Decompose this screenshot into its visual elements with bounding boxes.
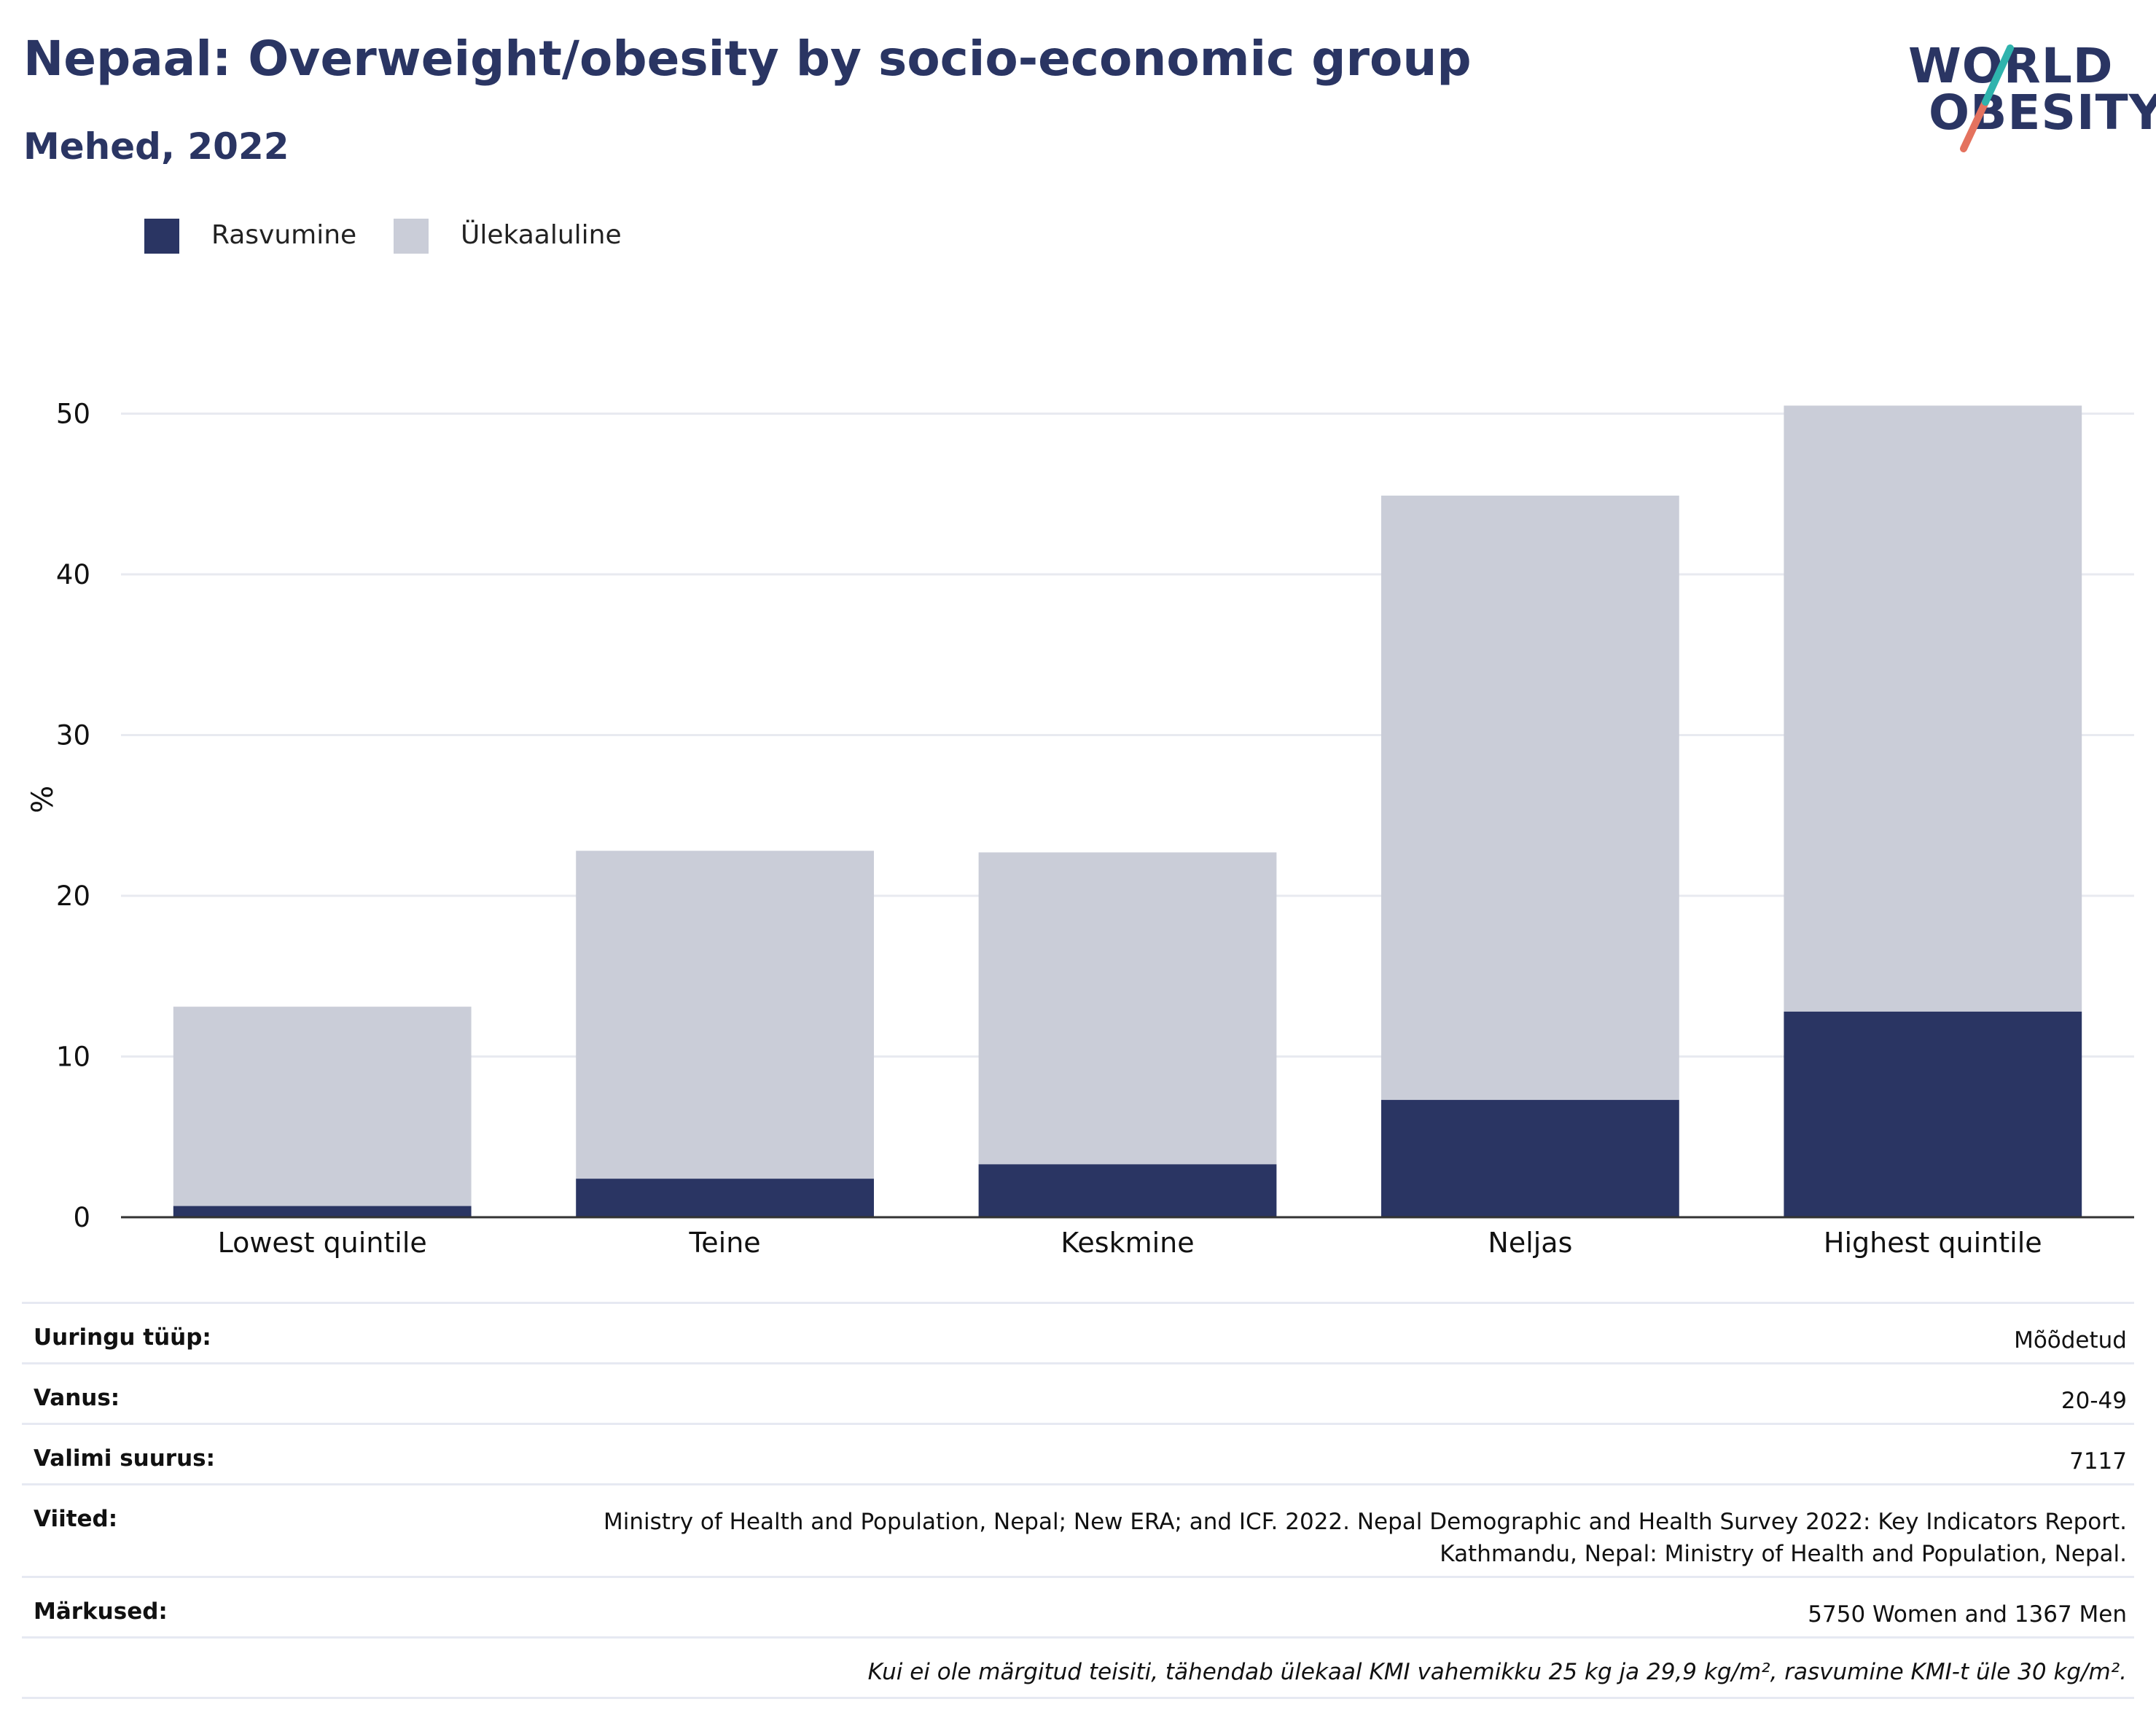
logo-slash-icon <box>1960 44 2014 152</box>
meta-value: Ministry of Health and Population, Nepal… <box>604 1506 2127 1570</box>
bar-rasvumine <box>1784 1011 2082 1217</box>
meta-label: Vanus: <box>34 1385 120 1411</box>
x-tick-label: Keskmine <box>1061 1227 1194 1259</box>
y-tick-label: 10 <box>56 1042 90 1073</box>
y-axis-label: % <box>26 786 60 813</box>
meta-bottom-divider <box>22 1697 2134 1699</box>
meta-value: 20-49 <box>2061 1385 2127 1417</box>
y-tick-label: 20 <box>56 880 90 912</box>
bar-ulekaaluline <box>173 1007 472 1206</box>
bar-rasvumine <box>978 1164 1277 1217</box>
footnote-text: Kui ei ole märgitud teisiti, tähendab ül… <box>867 1659 2127 1685</box>
meta-value-line: 5750 Women and 1367 Men <box>1808 1601 2127 1628</box>
meta-value-line: Ministry of Health and Population, Nepal… <box>604 1509 2127 1535</box>
bar-ulekaaluline <box>978 852 1277 1165</box>
meta-label: Viited: <box>34 1506 118 1532</box>
world-obesity-logo: WORLD OBESITY <box>1895 32 2156 156</box>
meta-value: 5750 Women and 1367 Men <box>1808 1598 2127 1630</box>
bar-rasvumine <box>173 1206 472 1217</box>
x-tick-label: Lowest quintile <box>218 1227 427 1259</box>
meta-value-line: Mõõdetud <box>2014 1327 2127 1354</box>
legend-swatch-rasvumine <box>144 219 179 254</box>
meta-value-line: Kathmandu, Nepal: Ministry of Health and… <box>1440 1541 2127 1567</box>
chart-title: Nepaal: Overweight/obesity by socio-econ… <box>23 31 1472 87</box>
meta-value-line: 20-49 <box>2061 1388 2127 1414</box>
meta-value-line: 7117 <box>2069 1448 2127 1475</box>
bar-rasvumine <box>1381 1100 1679 1217</box>
meta-value: Mõõdetud <box>2014 1324 2127 1356</box>
metadata-table: Uuringu tüüp: Mõõdetud Vanus: 20-49 Vali… <box>22 1302 2134 1699</box>
meta-row-age: Vanus: 20-49 <box>22 1362 2134 1423</box>
stacked-bar-chart: 0 10 20 30 40 50% Lowest quintile Teine Keskmine… <box>26 399 2134 1259</box>
meta-row-footnote: Kui ei ole märgitud teisiti, tähendab ül… <box>22 1636 2134 1697</box>
meta-row-notes: Märkused: 5750 Women and 1367 Men <box>22 1576 2134 1636</box>
y-tick-label: 40 <box>56 559 90 590</box>
legend-label-rasvumine: Rasvumine <box>211 220 357 250</box>
legend-label-ulekaaluline: Ülekaaluline <box>461 220 622 250</box>
x-tick-label: Neljas <box>1488 1227 1572 1259</box>
bar-ulekaaluline <box>576 851 874 1179</box>
meta-value: 7117 <box>2069 1445 2127 1477</box>
meta-label: Uuringu tüüp: <box>34 1324 211 1351</box>
x-tick-label: Highest quintile <box>1824 1227 2042 1259</box>
x-tick-label: Teine <box>689 1227 761 1259</box>
bar-ulekaaluline <box>1381 495 1679 1101</box>
y-tick-label: 30 <box>56 720 90 751</box>
meta-label: Märkused: <box>34 1598 168 1625</box>
bar-ulekaaluline <box>1784 405 2082 1012</box>
legend-swatch-ulekaaluline <box>394 219 429 254</box>
y-tick-label: 0 <box>73 1202 90 1233</box>
meta-row-survey-type: Uuringu tüüp: Mõõdetud <box>22 1302 2134 1362</box>
meta-row-sample-size: Valimi suurus: 7117 <box>22 1423 2134 1483</box>
meta-label: Valimi suurus: <box>34 1445 215 1472</box>
y-tick-label: 50 <box>56 399 90 430</box>
chart-subtitle: Mehed, 2022 <box>23 125 289 168</box>
logo-line-2: OBESITY <box>1929 85 2156 141</box>
bar-rasvumine <box>576 1179 874 1217</box>
meta-row-references: Viited: Ministry of Health and Populatio… <box>22 1483 2134 1576</box>
